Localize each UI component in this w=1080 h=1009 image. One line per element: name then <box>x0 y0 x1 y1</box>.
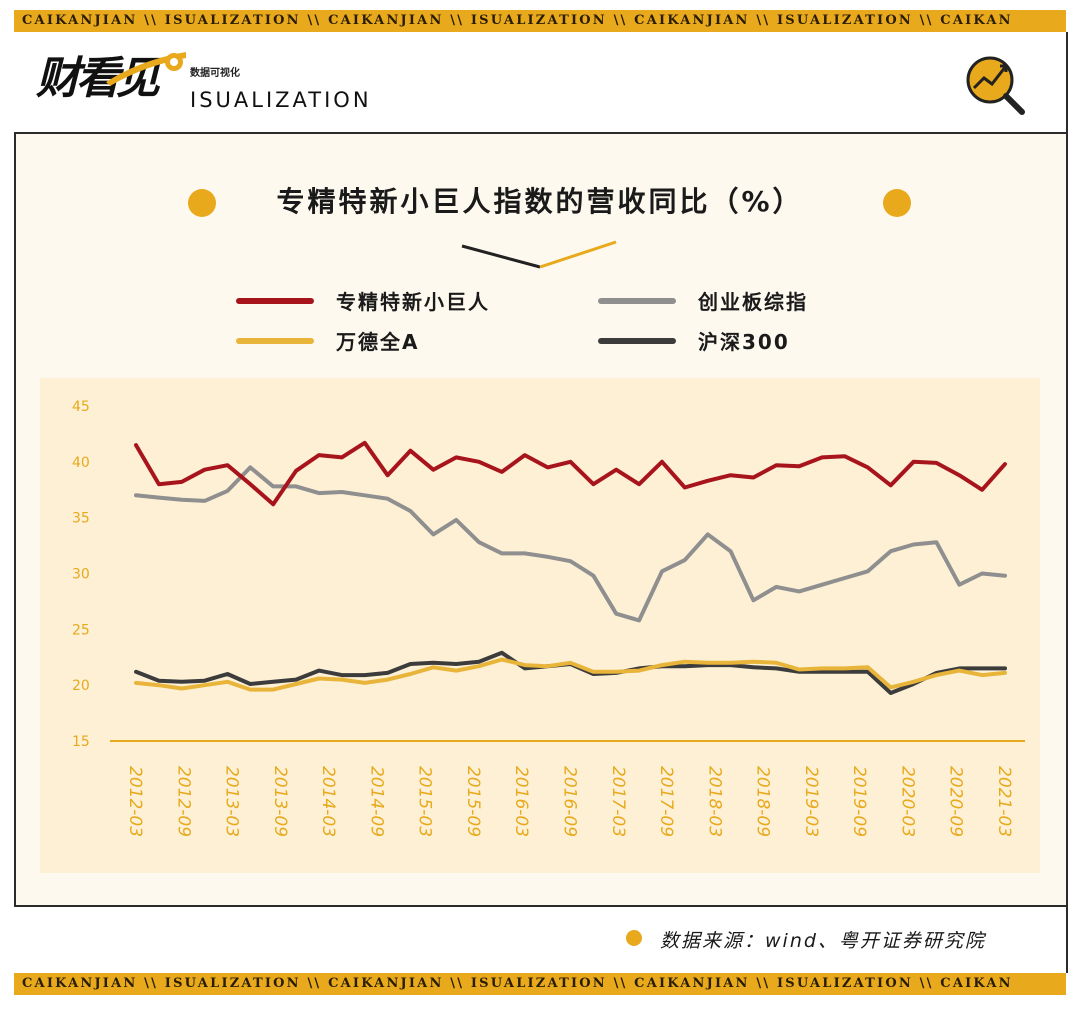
y-tick-label: 20 <box>72 678 90 694</box>
series-line <box>134 465 1007 623</box>
y-tick-label: 15 <box>72 734 90 750</box>
legend-swatch <box>598 297 676 304</box>
x-tick-label: 2013-03 <box>222 766 242 837</box>
legend-item-yellow: 万德全A <box>236 326 419 355</box>
title-dot-left <box>188 189 216 217</box>
chart-title: 专精特新小巨人指数的营收同比（%） <box>276 185 804 218</box>
x-tick-label: 2017-09 <box>656 766 676 837</box>
legend-label: 沪深300 <box>698 330 790 354</box>
top-banner: CAIKANJIAN \\ ISUALIZATION \\ CAIKANJIAN… <box>14 10 1066 32</box>
x-tick-label: 2013-09 <box>270 766 290 837</box>
x-tick-label: 2014-03 <box>318 766 338 837</box>
y-tick-label: 45 <box>72 399 90 415</box>
x-tick-label: 2012-09 <box>173 766 193 837</box>
x-tick-label: 2021-03 <box>994 766 1014 837</box>
x-tick-label: 2019-09 <box>849 766 869 837</box>
x-tick-label: 2014-09 <box>366 766 386 837</box>
logo-swoosh-icon <box>106 52 186 86</box>
bottom-banner-text: CAIKANJIAN \\ ISUALIZATION \\ CAIKANJIAN… <box>22 976 1013 991</box>
logo-english: ISUALIZATION <box>190 88 372 112</box>
x-tick-label: 2020-03 <box>897 766 917 837</box>
x-tick-label: 2016-03 <box>511 766 531 837</box>
y-tick-label: 25 <box>72 622 90 638</box>
legend-item-red: 专精特新小巨人 <box>236 286 490 315</box>
y-tick-label: 35 <box>72 511 90 527</box>
legend-item-dark: 沪深300 <box>598 326 790 355</box>
legend-swatch <box>236 297 314 304</box>
x-tick-label: 2012-03 <box>125 766 145 837</box>
legend-swatch <box>236 337 314 344</box>
legend-label: 万德全A <box>336 330 420 354</box>
source-dot <box>626 930 642 946</box>
top-banner-text: CAIKANJIAN \\ ISUALIZATION \\ CAIKANJIAN… <box>22 13 1013 28</box>
x-tick-label: 2020-09 <box>946 766 966 837</box>
bottom-banner: CAIKANJIAN \\ ISUALIZATION \\ CAIKANJIAN… <box>14 973 1066 995</box>
source-text: 数据来源：wind、粤开证券研究院 <box>660 930 986 952</box>
x-tick-label: 2015-09 <box>463 766 483 837</box>
x-tick-label: 2018-03 <box>704 766 724 837</box>
series-line <box>134 657 1007 692</box>
legend-label: 专精特新小巨人 <box>336 290 490 314</box>
x-tick-label: 2015-03 <box>415 766 435 837</box>
y-tick-label: 30 <box>72 567 90 583</box>
logo-text: 财看见 <box>36 53 160 104</box>
x-tick-label: 2016-09 <box>560 766 580 837</box>
chart-magnifier-icon <box>966 56 1025 115</box>
legend-label: 创业板综指 <box>698 290 808 314</box>
logo-subtitle: 数据可视化 <box>190 68 240 79</box>
title-dot-right <box>883 189 911 217</box>
header <box>14 32 1066 134</box>
legend-item-gray: 创业板综指 <box>598 286 808 315</box>
series-line <box>134 440 1007 507</box>
x-tick-label: 2018-09 <box>753 766 773 837</box>
plot-area <box>40 378 1040 873</box>
x-tick-label: 2019-03 <box>801 766 821 837</box>
x-tick-label: 2017-03 <box>608 766 628 837</box>
footer <box>14 905 1066 975</box>
y-tick-label: 40 <box>72 455 90 471</box>
legend-swatch <box>598 337 676 344</box>
